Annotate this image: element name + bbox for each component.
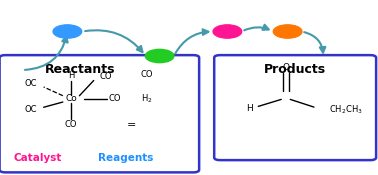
Text: Reactants: Reactants xyxy=(45,63,116,76)
Text: Products: Products xyxy=(264,63,326,76)
FancyBboxPatch shape xyxy=(214,55,376,160)
FancyBboxPatch shape xyxy=(0,55,199,172)
Text: O: O xyxy=(282,63,289,72)
Text: OC: OC xyxy=(25,105,37,114)
Text: OC: OC xyxy=(25,79,37,89)
Text: CO: CO xyxy=(99,72,112,81)
Circle shape xyxy=(213,25,242,38)
Text: CH$_2$CH$_3$: CH$_2$CH$_3$ xyxy=(329,104,363,117)
Circle shape xyxy=(145,49,174,63)
Circle shape xyxy=(53,25,82,38)
Text: Co: Co xyxy=(65,94,77,103)
Text: Reagents: Reagents xyxy=(98,153,153,163)
Text: =: = xyxy=(127,120,136,130)
Text: CO: CO xyxy=(140,70,153,79)
Text: CO: CO xyxy=(65,120,77,129)
Text: Catalyst: Catalyst xyxy=(13,153,61,163)
Text: H$_2$: H$_2$ xyxy=(141,93,152,105)
Text: H: H xyxy=(68,71,74,80)
Circle shape xyxy=(273,25,302,38)
Text: CO: CO xyxy=(109,94,121,103)
Text: H: H xyxy=(246,104,253,113)
